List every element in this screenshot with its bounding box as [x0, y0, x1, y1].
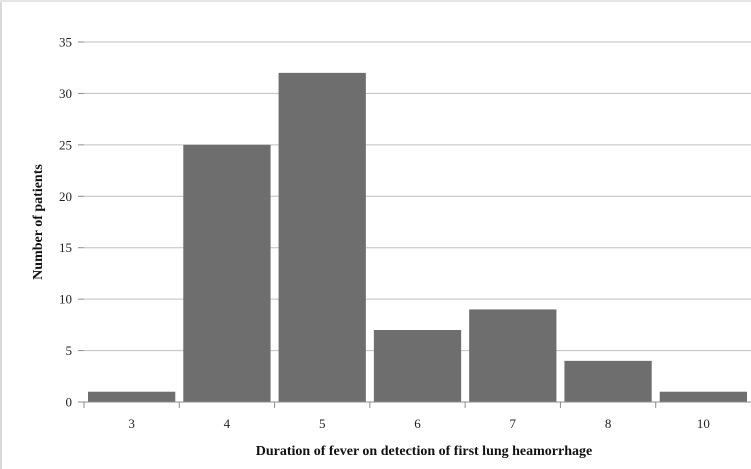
y-tick-label: 25 — [59, 137, 72, 152]
y-tick-label: 35 — [59, 35, 72, 50]
bar-4 — [183, 144, 271, 402]
frame-border-top — [0, 0, 751, 2]
x-tick-label: 6 — [414, 416, 421, 431]
y-tick-label: 20 — [59, 189, 72, 204]
bar-10 — [659, 391, 747, 402]
x-axis-ticks: 3 4 5 6 7 8 10 — [83, 402, 710, 431]
frame-border-left — [0, 0, 2, 469]
y-axis-ticks: 0 5 10 15 20 25 30 35 — [59, 35, 84, 410]
x-tick-label: 4 — [224, 416, 231, 431]
y-tick-label: 30 — [59, 86, 72, 101]
bar-5 — [278, 72, 366, 402]
y-tick-label: 10 — [59, 292, 72, 307]
y-axis-title: Number of patients — [31, 164, 46, 280]
y-tick-label: 5 — [66, 343, 73, 358]
x-tick-label: 8 — [605, 416, 612, 431]
bar-3 — [88, 391, 176, 402]
x-tick-label: 7 — [510, 416, 517, 431]
bars — [88, 72, 747, 402]
x-tick-label: 3 — [128, 416, 135, 431]
bar-8 — [564, 360, 652, 402]
bar-7 — [469, 309, 557, 402]
x-tick-label: 5 — [319, 416, 326, 431]
y-tick-label: 15 — [59, 240, 72, 255]
bar-6 — [373, 330, 462, 402]
y-tick-label: 0 — [66, 395, 73, 410]
x-axis-title: Duration of fever on detection of first … — [256, 444, 592, 459]
x-tick-label: 10 — [697, 416, 710, 431]
